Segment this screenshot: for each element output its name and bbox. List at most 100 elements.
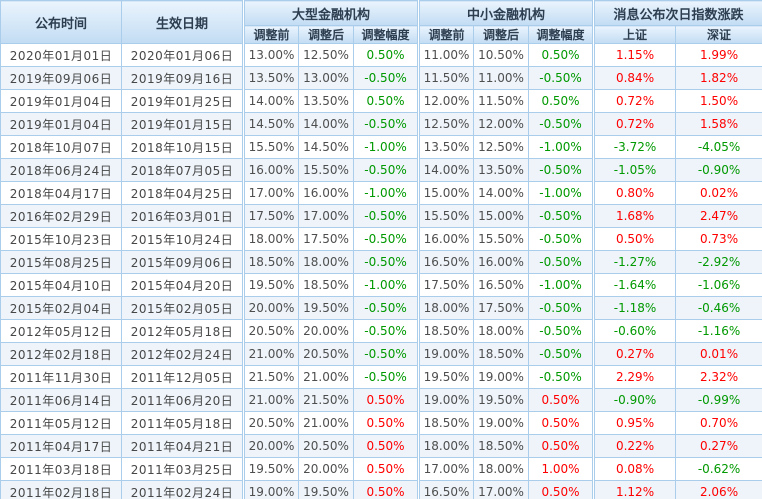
cell-small-before: 17.00% — [417, 457, 475, 481]
cell-large-before: 20.50% — [242, 319, 299, 343]
cell-effective-date: 2015年02月05日 — [121, 296, 244, 320]
cell-shenzhen-index-change: 2.06% — [675, 480, 762, 499]
cell-effective-date: 2015年04月20日 — [121, 273, 244, 297]
cell-shenzhen-index-change: 0.27% — [675, 434, 762, 458]
cell-shanghai-index-change: 0.08% — [592, 457, 677, 481]
cell-large-after: 20.00% — [298, 457, 354, 481]
cell-announce-time: 2011年02月18日 — [0, 480, 122, 499]
cell-effective-date: 2012年05月18日 — [121, 319, 244, 343]
cell-large-after: 20.00% — [298, 319, 354, 343]
table-row: 2012年05月12日 2012年05月18日 20.50% 20.00% -0… — [0, 319, 762, 343]
cell-small-change: 0.50% — [528, 89, 595, 113]
cell-shenzhen-index-change: 1.50% — [675, 89, 762, 113]
cell-large-before: 21.00% — [242, 342, 299, 366]
cell-small-change: 0.50% — [528, 43, 595, 67]
cell-large-change: -0.50% — [352, 227, 420, 251]
cell-shenzhen-index-change: -0.46% — [675, 296, 762, 320]
cell-small-after: 16.00% — [473, 250, 530, 274]
cell-shanghai-index-change: -1.05% — [592, 158, 677, 182]
cell-shanghai-index-change: 0.50% — [592, 227, 677, 251]
header-large-before: 调整前 — [242, 25, 299, 44]
cell-large-after: 16.00% — [298, 181, 354, 205]
cell-large-after: 15.50% — [298, 158, 354, 182]
cell-small-before: 11.50% — [417, 66, 475, 90]
cell-large-change: -1.00% — [352, 181, 420, 205]
cell-large-change: -0.50% — [352, 342, 420, 366]
cell-announce-time: 2020年01月01日 — [0, 43, 122, 67]
cell-shanghai-index-change: -1.27% — [592, 250, 677, 274]
cell-shenzhen-index-change: -4.05% — [675, 135, 762, 159]
cell-shanghai-index-change: 0.95% — [592, 411, 677, 435]
cell-small-before: 19.50% — [417, 365, 475, 389]
cell-large-change: -0.50% — [352, 296, 420, 320]
cell-announce-time: 2018年06月24日 — [0, 158, 122, 182]
table-body: 2020年01月01日 2020年01月06日 13.00% 12.50% 0.… — [0, 43, 762, 499]
cell-small-change: 0.50% — [528, 411, 595, 435]
cell-shenzhen-index-change: 0.02% — [675, 181, 762, 205]
cell-large-change: -1.00% — [352, 135, 420, 159]
cell-shanghai-index-change: 1.12% — [592, 480, 677, 499]
cell-shanghai-index-change: 1.15% — [592, 43, 677, 67]
cell-small-change: -1.00% — [528, 273, 595, 297]
cell-small-before: 19.00% — [417, 342, 475, 366]
table-row: 2011年03月18日 2011年03月25日 19.50% 20.00% 0.… — [0, 457, 762, 481]
cell-announce-time: 2019年09月06日 — [0, 66, 122, 90]
cell-effective-date: 2011年12月05日 — [121, 365, 244, 389]
cell-small-after: 14.00% — [473, 181, 530, 205]
cell-large-change: -0.50% — [352, 112, 420, 136]
cell-effective-date: 2018年04月25日 — [121, 181, 244, 205]
cell-small-before: 15.00% — [417, 181, 475, 205]
cell-large-before: 19.50% — [242, 457, 299, 481]
cell-large-before: 21.00% — [242, 388, 299, 412]
cell-large-after: 18.50% — [298, 273, 354, 297]
cell-small-before: 18.00% — [417, 434, 475, 458]
cell-announce-time: 2012年02月18日 — [0, 342, 122, 366]
cell-announce-time: 2015年02月04日 — [0, 296, 122, 320]
cell-large-before: 17.50% — [242, 204, 299, 228]
table-row: 2015年04月10日 2015年04月20日 19.50% 18.50% -1… — [0, 273, 762, 297]
header-shenzhen-index: 深证 — [675, 25, 762, 44]
table-row: 2018年06月24日 2018年07月05日 16.00% 15.50% -0… — [0, 158, 762, 182]
cell-small-after: 18.50% — [473, 342, 530, 366]
cell-effective-date: 2015年09月06日 — [121, 250, 244, 274]
cell-small-before: 12.50% — [417, 112, 475, 136]
cell-effective-date: 2019年01月15日 — [121, 112, 244, 136]
cell-large-change: 0.50% — [352, 89, 420, 113]
table-row: 2019年09月06日 2019年09月16日 13.50% 13.00% -0… — [0, 66, 762, 90]
cell-shenzhen-index-change: -0.99% — [675, 388, 762, 412]
table-row: 2015年08月25日 2015年09月06日 18.50% 18.00% -0… — [0, 250, 762, 274]
cell-shanghai-index-change: 0.27% — [592, 342, 677, 366]
cell-large-change: 0.50% — [352, 457, 420, 481]
header-shanghai-index: 上证 — [592, 25, 677, 44]
cell-small-after: 19.00% — [473, 365, 530, 389]
cell-large-after: 21.00% — [298, 411, 354, 435]
cell-small-before: 14.00% — [417, 158, 475, 182]
cell-large-before: 16.00% — [242, 158, 299, 182]
table-row: 2018年04月17日 2018年04月25日 17.00% 16.00% -1… — [0, 181, 762, 205]
cell-announce-time: 2015年04月10日 — [0, 273, 122, 297]
cell-effective-date: 2019年01月25日 — [121, 89, 244, 113]
table-row: 2011年11月30日 2011年12月05日 21.50% 21.00% -0… — [0, 365, 762, 389]
cell-large-before: 17.00% — [242, 181, 299, 205]
header-small-before: 调整前 — [417, 25, 475, 44]
cell-large-before: 14.00% — [242, 89, 299, 113]
cell-shanghai-index-change: -0.60% — [592, 319, 677, 343]
cell-small-before: 15.50% — [417, 204, 475, 228]
cell-shenzhen-index-change: 2.47% — [675, 204, 762, 228]
cell-large-before: 13.00% — [242, 43, 299, 67]
header-small-institutions: 中小金融机构 — [417, 0, 595, 26]
cell-effective-date: 2011年06月20日 — [121, 388, 244, 412]
cell-large-before: 13.50% — [242, 66, 299, 90]
cell-large-change: -0.50% — [352, 250, 420, 274]
cell-large-before: 20.00% — [242, 296, 299, 320]
cell-announce-time: 2015年08月25日 — [0, 250, 122, 274]
table-header: 公布时间 生效日期 大型金融机构 中小金融机构 消息公布次日指数涨跌 调整前 调… — [0, 0, 762, 44]
cell-effective-date: 2019年09月16日 — [121, 66, 244, 90]
cell-large-before: 19.50% — [242, 273, 299, 297]
cell-large-after: 12.50% — [298, 43, 354, 67]
cell-announce-time: 2016年02月29日 — [0, 204, 122, 228]
table-row: 2020年01月01日 2020年01月06日 13.00% 12.50% 0.… — [0, 43, 762, 67]
cell-effective-date: 2020年01月06日 — [121, 43, 244, 67]
cell-small-change: -0.50% — [528, 296, 595, 320]
